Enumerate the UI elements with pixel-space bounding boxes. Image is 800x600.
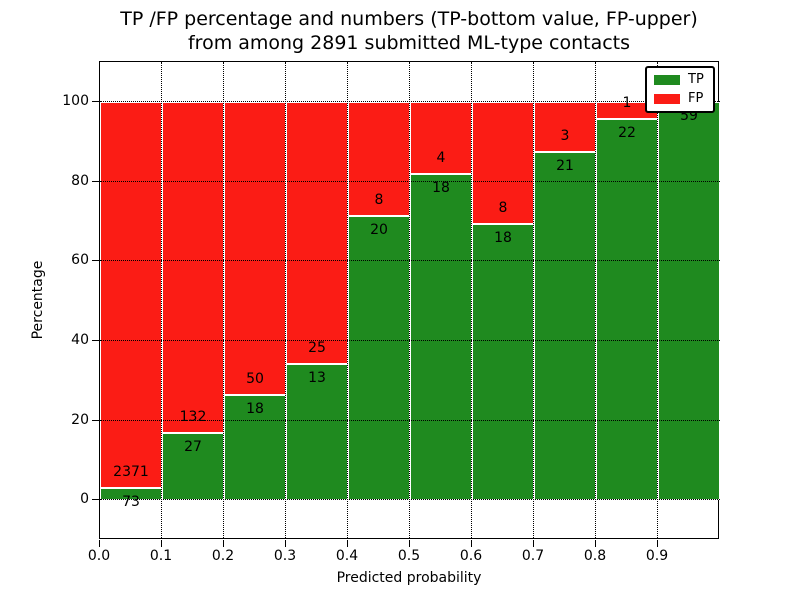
- x-tick-label: 0.4: [335, 548, 359, 564]
- x-tick-label: 0.0: [87, 548, 111, 564]
- y-tick-label: 60: [71, 252, 89, 269]
- bar-count-label-tp: 18: [246, 400, 264, 417]
- x-tick-label: 0.1: [149, 548, 173, 564]
- bar-segment-tp: [348, 215, 410, 501]
- bar-count-label-fp: 50: [246, 370, 264, 387]
- plot-area: 7323712713218501325208184188213221590: [99, 61, 720, 539]
- y-tick-mark: [92, 260, 99, 262]
- x-tick-mark: [285, 540, 286, 547]
- x-tick-mark: [99, 540, 100, 547]
- y-tick-label: 100: [62, 92, 89, 109]
- x-tick-label: 0.2: [211, 548, 235, 564]
- bar-count-label-fp: 25: [308, 339, 326, 356]
- y-tick-mark: [92, 339, 99, 341]
- gridline-horizontal: [100, 499, 720, 501]
- bar-count-label-tp: 18: [494, 230, 512, 247]
- bar-count-label-tp: 27: [184, 438, 202, 455]
- gridline-horizontal: [100, 180, 720, 182]
- bar-segment-fp: [100, 101, 162, 489]
- bar-segment-tp: [224, 394, 286, 501]
- x-tick-label: 0.6: [459, 548, 483, 564]
- y-tick-label: 0: [80, 491, 89, 508]
- gridline-horizontal: [100, 260, 720, 262]
- bar-segment-fp: [472, 101, 534, 225]
- gridline-vertical: [223, 62, 224, 538]
- bar-segment-fp: [534, 101, 596, 152]
- bar-count-label-tp: 73: [122, 494, 140, 511]
- y-tick-label: 80: [71, 172, 89, 189]
- x-tick-mark: [161, 540, 162, 547]
- bar-count-label-fp: 8: [498, 200, 508, 217]
- gridline-horizontal: [100, 419, 720, 421]
- bar-segment-tp: [534, 151, 596, 501]
- legend-label-fp: FP: [688, 91, 704, 106]
- x-tick-label: 0.7: [521, 548, 545, 564]
- bar-count-label-fp: 132: [179, 408, 207, 425]
- gridline-horizontal: [100, 339, 720, 341]
- bar-count-label-fp: 1: [622, 95, 632, 112]
- y-axis-label: Percentage: [30, 260, 46, 340]
- bar-segment-fp: [410, 101, 472, 175]
- x-tick-label: 0.9: [645, 548, 669, 564]
- bar-count-label-fp: 4: [436, 150, 446, 167]
- x-tick-mark: [223, 540, 224, 547]
- bar-count-label-tp: 22: [618, 125, 636, 142]
- y-tick-label: 20: [71, 411, 89, 428]
- legend-entry-tp: TP: [654, 72, 706, 88]
- bar-segment-fp: [224, 101, 286, 395]
- y-tick-label: 40: [71, 331, 89, 348]
- bar-count-label-tp: 13: [308, 369, 326, 386]
- bar-segment-fp: [286, 101, 348, 364]
- gridline-horizontal: [100, 100, 720, 102]
- bar-segment-tp: [410, 174, 472, 501]
- gridline-vertical: [657, 62, 658, 538]
- x-tick-mark: [657, 540, 658, 547]
- gridline-vertical: [533, 62, 534, 538]
- bar-count-label-fp: 2371: [113, 464, 149, 481]
- bar-count-label-fp: 8: [374, 191, 384, 208]
- gridline-vertical: [347, 62, 348, 538]
- bar-count-label-tp: 18: [432, 180, 450, 197]
- gridline-vertical: [409, 62, 410, 538]
- legend-entry-fp: FP: [654, 91, 706, 107]
- x-tick-label: 0.5: [397, 548, 421, 564]
- bar-segment-tp: [472, 224, 534, 501]
- x-axis-label: Predicted probability: [336, 570, 482, 586]
- gridline-vertical: [471, 62, 472, 538]
- bar-segment-tp: [596, 119, 658, 501]
- y-tick-mark: [92, 180, 99, 182]
- chart-title-line2: from among 2891 submitted ML-type contac…: [187, 32, 631, 54]
- bar-segment-fp: [162, 101, 224, 433]
- x-tick-label: 0.8: [583, 548, 607, 564]
- y-tick-mark: [92, 419, 99, 421]
- legend-swatch-fp-icon: [654, 94, 680, 104]
- bar-count-label-fp: 3: [560, 127, 570, 144]
- gridline-vertical: [161, 62, 162, 538]
- gridline-vertical: [595, 62, 596, 538]
- y-tick-mark: [92, 100, 99, 102]
- gridline-vertical: [285, 62, 286, 538]
- legend: TP FP: [645, 66, 715, 113]
- legend-label-tp: TP: [688, 72, 704, 87]
- x-tick-mark: [409, 540, 410, 547]
- x-tick-mark: [595, 540, 596, 547]
- y-tick-mark: [92, 499, 99, 501]
- x-tick-mark: [347, 540, 348, 547]
- bar-count-label-tp: 21: [556, 157, 574, 174]
- legend-swatch-tp-icon: [654, 75, 680, 85]
- bar-count-label-tp: 20: [370, 221, 388, 238]
- x-tick-mark: [533, 540, 534, 547]
- x-tick-label: 0.3: [273, 548, 297, 564]
- bar-segment-tp: [658, 101, 720, 501]
- chart-title-line1: TP /FP percentage and numbers (TP-bottom…: [120, 8, 698, 30]
- x-tick-mark: [471, 540, 472, 547]
